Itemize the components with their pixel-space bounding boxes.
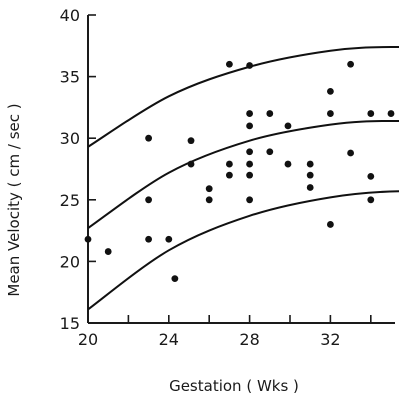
x-tick-label: 20 — [78, 330, 98, 349]
data-point — [387, 110, 395, 117]
data-point — [284, 122, 292, 130]
upper-percentile-curve — [87, 45, 399, 148]
data-point — [246, 122, 254, 130]
data-point — [367, 196, 375, 204]
data-point — [84, 235, 92, 243]
data-point — [165, 235, 173, 243]
data-point — [246, 160, 254, 168]
data-point — [327, 87, 334, 95]
data-point — [284, 160, 292, 168]
data-point — [104, 248, 112, 255]
x-tick-label: 32 — [320, 330, 340, 349]
median-curve — [87, 119, 399, 229]
y-tick-label: 20 — [60, 252, 80, 271]
y-axis-ticks: 15 20 25 30 35 40 — [60, 6, 96, 333]
x-axis: 202428323640 — [78, 315, 395, 349]
data-point — [306, 160, 314, 168]
data-point — [367, 110, 375, 117]
data-point — [145, 196, 153, 204]
data-point — [226, 60, 233, 68]
data-point — [246, 110, 254, 117]
y-axis-label: Mean Velocity ( cm / sec ) — [5, 103, 23, 296]
data-point — [246, 196, 254, 204]
percentile-curves — [87, 45, 399, 311]
data-point — [171, 275, 179, 283]
data-point — [246, 171, 254, 179]
data-point — [266, 148, 274, 156]
data-point — [347, 60, 354, 68]
data-point — [246, 148, 254, 156]
data-point — [327, 110, 334, 117]
data-point — [145, 134, 153, 142]
y-tick-label: 40 — [60, 6, 80, 25]
y-tick-label: 15 — [60, 314, 80, 333]
data-point — [367, 172, 375, 180]
data-point — [327, 221, 334, 228]
x-axis-label: Gestation ( Wks ) — [169, 377, 299, 395]
data-point — [187, 137, 195, 145]
data-points — [84, 60, 395, 283]
y-tick-label: 35 — [60, 68, 80, 87]
y-axis: 15 20 25 30 35 40 — [60, 6, 96, 333]
x-tick-label: 24 — [159, 330, 179, 349]
data-point — [205, 185, 213, 193]
data-point — [306, 171, 314, 179]
x-axis-ticks: 202428323640 — [78, 315, 372, 349]
data-point — [266, 110, 274, 117]
x-tick-label: 28 — [239, 330, 259, 349]
data-point — [347, 149, 354, 157]
data-point — [306, 184, 314, 191]
data-point — [226, 160, 233, 168]
data-point — [187, 160, 195, 168]
y-tick-label: 30 — [60, 129, 80, 148]
data-point — [145, 235, 153, 243]
y-tick-label: 25 — [60, 191, 80, 210]
data-point — [246, 62, 254, 69]
data-point — [226, 171, 233, 179]
data-point — [205, 196, 213, 204]
lower-percentile-curve — [87, 190, 399, 311]
